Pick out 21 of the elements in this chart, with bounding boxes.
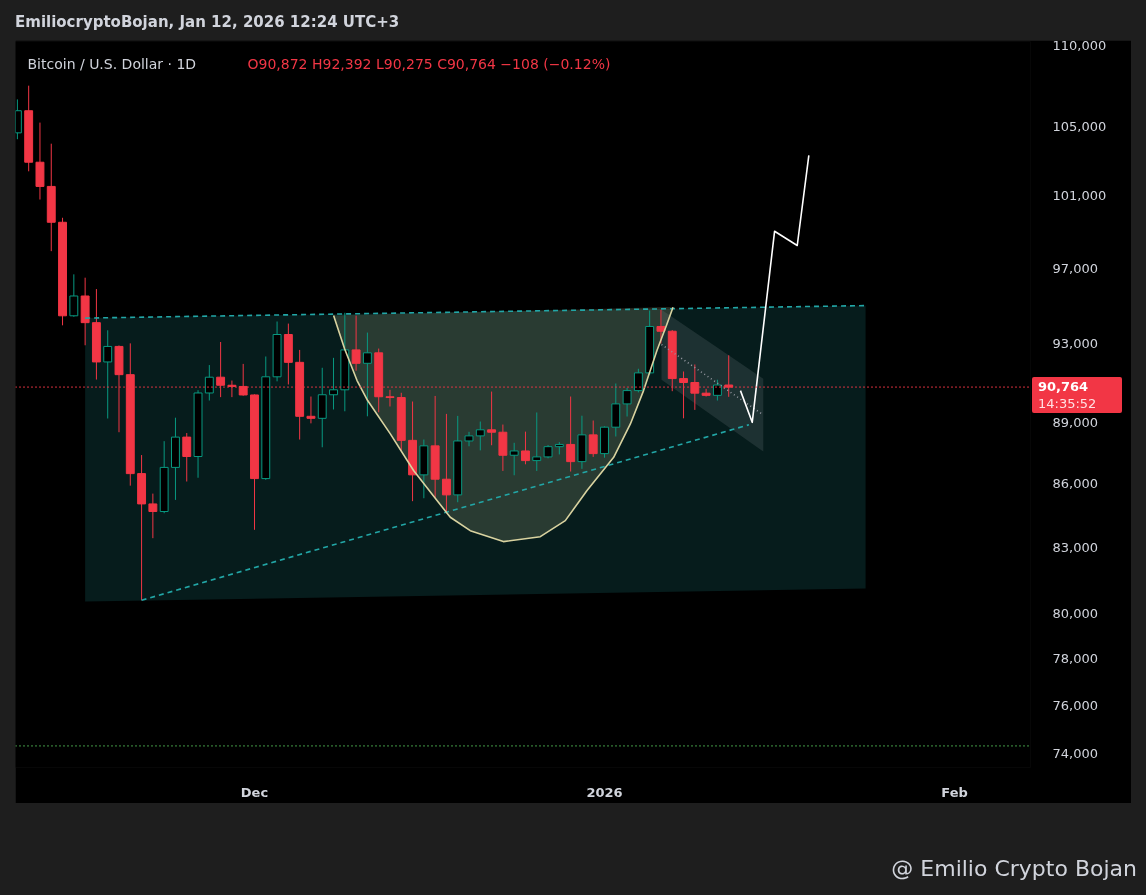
y-tick-label: 93,000 xyxy=(1052,336,1098,352)
text: 14:35:52 xyxy=(1038,395,1098,413)
y-tick-label: 101,000 xyxy=(1052,188,1107,204)
y-tick-label: 105,000 xyxy=(1052,118,1107,134)
text: @ Emilio Crypto Bojan xyxy=(890,855,1137,883)
y-tick-label: 78,000 xyxy=(1052,651,1098,667)
y-tick-label: 83,000 xyxy=(1052,539,1098,555)
x-tick-label: Feb xyxy=(941,784,968,800)
y-tick-label: 110,000 xyxy=(1052,37,1107,53)
y-tick-label: 74,000 xyxy=(1052,745,1098,761)
y-tick-label: 89,000 xyxy=(1052,414,1098,430)
x-tick-label: Dec xyxy=(240,784,269,800)
ref-line-label: 90,764 xyxy=(1038,378,1090,396)
chart-title: EmiliocryptoBojan, Jan 12, 2026 12:24 UTC+3 xyxy=(14,12,400,33)
y-tick-label: 86,000 xyxy=(1052,476,1098,492)
annotation: O90,872 H92,392 L90,275 C90,764 −108 (−0.12%) xyxy=(247,55,611,72)
x-tick-label: 2026 xyxy=(586,784,623,800)
y-tick-label: 97,000 xyxy=(1052,260,1098,276)
y-tick-label: 80,000 xyxy=(1052,605,1098,621)
text: Bitcoin / U.S. Dollar · 1D xyxy=(27,55,197,72)
y-tick-label: 76,000 xyxy=(1052,697,1098,713)
